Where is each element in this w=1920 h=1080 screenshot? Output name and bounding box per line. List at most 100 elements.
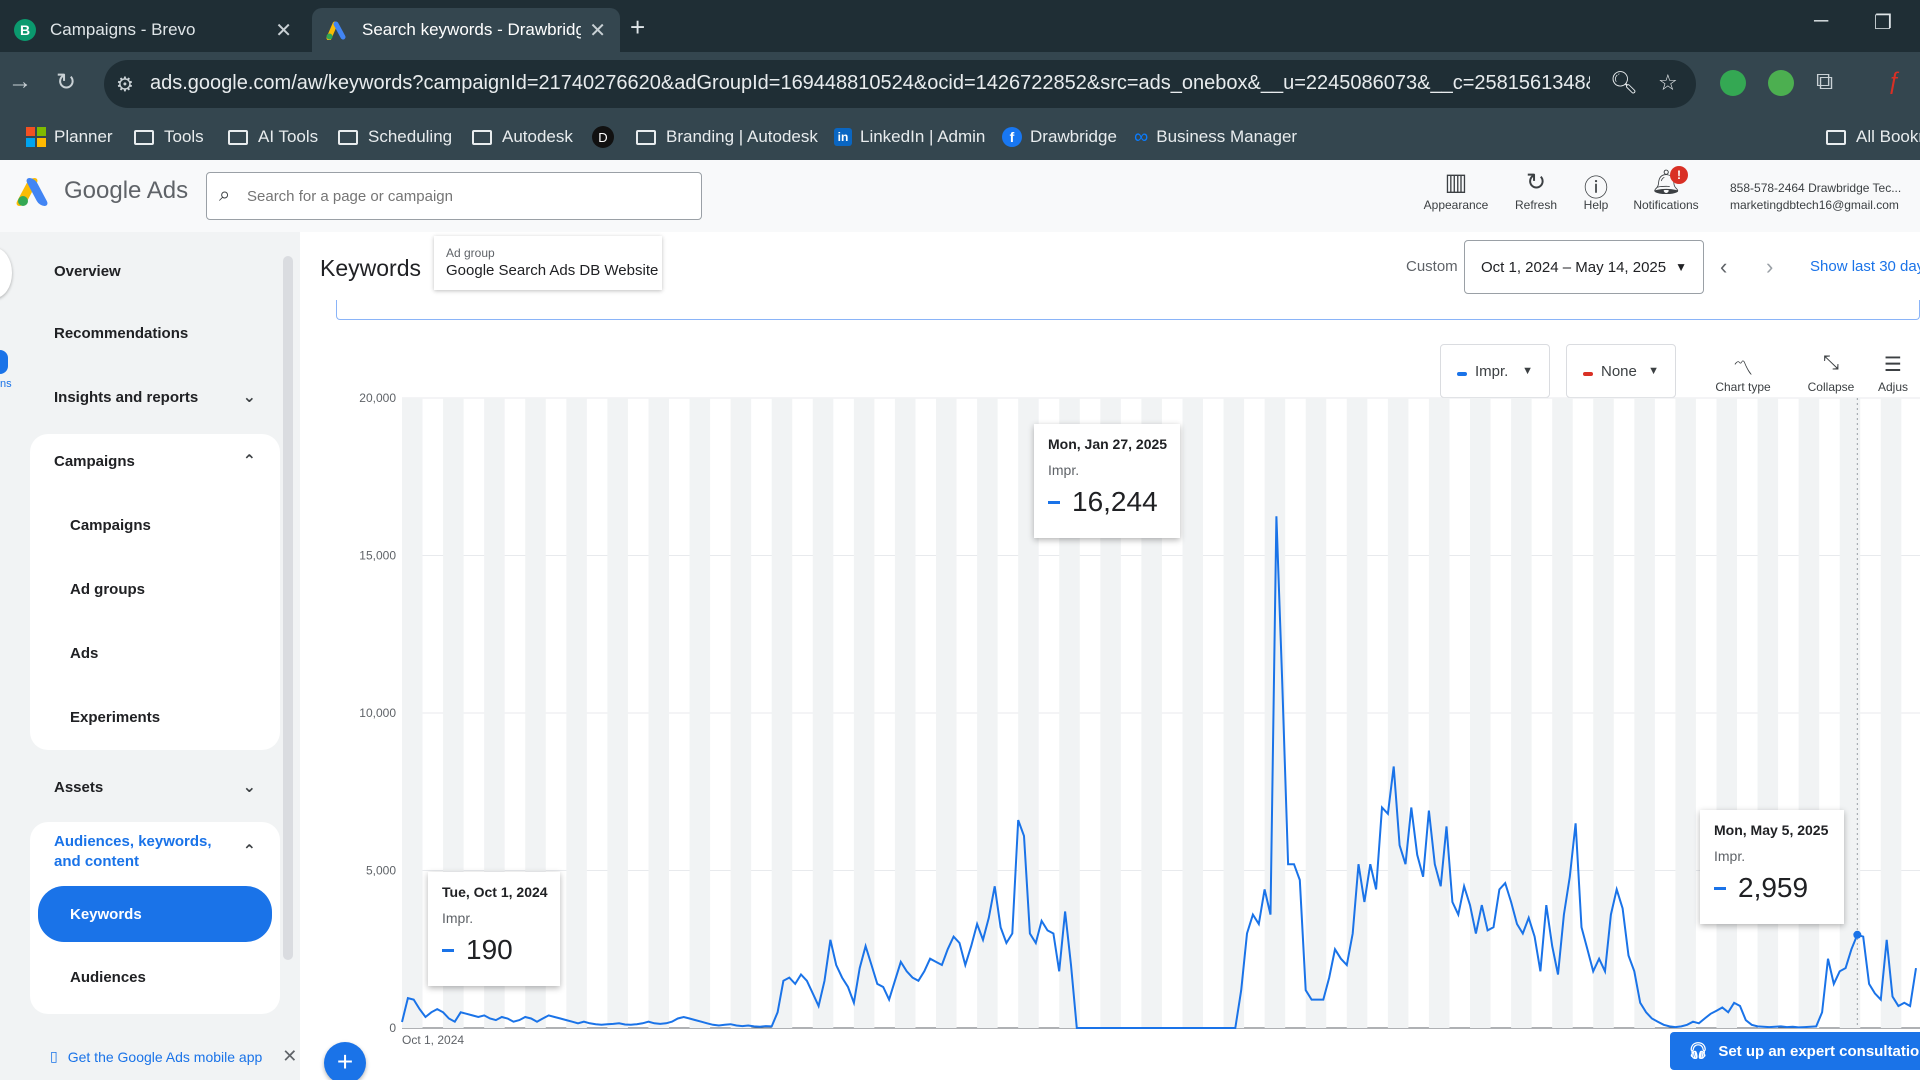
collapse-button[interactable]: ⤡ Collapse bbox=[1786, 352, 1876, 394]
rail-campaigns-icon[interactable] bbox=[0, 350, 8, 374]
account-info[interactable]: 858-578-2464 Drawbridge Tec... marketing… bbox=[1730, 180, 1901, 214]
meta-icon: ∞ bbox=[1134, 125, 1149, 148]
chevron-down-icon: ⌄ bbox=[242, 779, 256, 796]
restore-icon[interactable]: ❐ bbox=[1874, 12, 1892, 34]
tab-title: Campaigns - Brevo bbox=[50, 20, 196, 39]
sidebar-item-campaigns[interactable]: Campaigns bbox=[70, 516, 151, 534]
search-icon: ⌕ bbox=[219, 184, 231, 206]
bell-icon: 🔔︎ bbox=[1650, 169, 1682, 196]
minimize-icon[interactable]: ─ bbox=[1814, 10, 1829, 32]
adgroup-selector[interactable]: Ad group Google Search Ads DB Website bbox=[434, 236, 662, 290]
folder-icon bbox=[228, 129, 248, 145]
sidebar-item-audiences-keywords-content[interactable]: Audiences, keywords, and content ⌃ bbox=[54, 833, 256, 870]
collapse-icon: ⤡ bbox=[1823, 352, 1839, 374]
help-button[interactable]: ⓘ Help bbox=[1556, 168, 1636, 212]
chevron-down-icon: ⌄ bbox=[242, 389, 256, 406]
folder-icon bbox=[472, 129, 492, 145]
create-fab-button[interactable]: + bbox=[324, 1042, 366, 1080]
new-tab-icon[interactable]: + bbox=[630, 12, 646, 42]
global-search[interactable]: ⌕ bbox=[206, 172, 702, 220]
chart-tooltip-may-5: Mon, May 5, 2025 Impr. 2,959 bbox=[1700, 810, 1844, 924]
bookmark-d-icon[interactable]: D bbox=[592, 122, 622, 152]
sidebar-item-insights[interactable]: Insights and reports ⌄ bbox=[54, 388, 256, 407]
series-dash-icon bbox=[1714, 886, 1726, 890]
browser-tab-google-ads[interactable]: Search keywords - Drawbridge ✕ bbox=[312, 8, 620, 52]
metric-selector-1[interactable]: Impr. ▼ bbox=[1440, 344, 1550, 398]
tab-title: Search keywords - Drawbridge bbox=[362, 20, 582, 39]
next-period-icon[interactable]: › bbox=[1766, 254, 1774, 279]
forward-icon[interactable]: → bbox=[8, 68, 32, 95]
sidebar-item-ads[interactable]: Ads bbox=[70, 644, 99, 662]
chart-card-edge bbox=[336, 300, 1920, 320]
brevo-favicon-icon: B bbox=[14, 19, 36, 41]
headset-icon: 🎧︎ bbox=[1688, 1043, 1709, 1060]
metric-selector-2[interactable]: None ▼ bbox=[1566, 344, 1676, 398]
chart-tooltip-oct-1: Tue, Oct 1, 2024 Impr. 190 bbox=[428, 872, 560, 986]
search-input[interactable] bbox=[247, 185, 687, 207]
bookmark-ai-tools[interactable]: AI Tools bbox=[228, 122, 318, 152]
folder-icon bbox=[338, 129, 358, 145]
dropdown-arrow-icon: ▼ bbox=[1648, 365, 1659, 377]
date-range-picker[interactable]: Oct 1, 2024 – May 14, 2025 ▼ bbox=[1464, 240, 1704, 294]
account-email: marketingdbtech16@gmail.com bbox=[1730, 198, 1899, 212]
appearance-icon: ▥ bbox=[1444, 169, 1468, 196]
profile-icon[interactable]: ƒ bbox=[1888, 68, 1902, 95]
bookmark-linkedin-admin[interactable]: in LinkedIn | Admin bbox=[834, 122, 985, 152]
close-icon[interactable]: ✕ bbox=[275, 19, 292, 42]
sidebar-item-recommendations[interactable]: Recommendations bbox=[54, 324, 189, 342]
linkedin-icon: in bbox=[834, 128, 852, 146]
adgroup-label: Ad group bbox=[446, 246, 495, 260]
bookmark-branding-autodesk[interactable]: Branding | Autodesk bbox=[636, 122, 818, 152]
sidebar-item-assets[interactable]: Assets ⌄ bbox=[54, 778, 256, 797]
address-bar[interactable]: ⚙ ads.google.com/aw/keywords?campaignId=… bbox=[104, 60, 1696, 108]
bookmark-autodesk[interactable]: Autodesk bbox=[472, 122, 573, 152]
reload-icon[interactable]: ↻ bbox=[56, 69, 77, 96]
sidebar-item-ad-groups[interactable]: Ad groups bbox=[70, 580, 145, 598]
close-icon[interactable]: ✕ bbox=[282, 1046, 298, 1066]
account-name: 858-578-2464 Drawbridge Tec... bbox=[1730, 181, 1902, 195]
line-chart-icon: 〽 bbox=[1733, 358, 1753, 380]
bookmark-tools[interactable]: Tools bbox=[134, 122, 204, 152]
mobile-app-banner[interactable]: ▯ Get the Google Ads mobile app ✕ bbox=[50, 1046, 298, 1066]
google-ads-logo[interactable]: Google Ads bbox=[14, 176, 188, 206]
adgroup-value: Google Search Ads DB Website bbox=[446, 262, 659, 279]
metric-swatch bbox=[1457, 371, 1467, 376]
url-text[interactable]: ads.google.com/aw/keywords?campaignId=21… bbox=[150, 72, 1590, 94]
chart-type-button[interactable]: 〽 Chart type bbox=[1698, 352, 1788, 394]
sidebar-item-audiences[interactable]: Audiences bbox=[70, 968, 146, 986]
notification-badge: ! bbox=[1670, 166, 1688, 184]
bookmark-business-manager[interactable]: ∞ Business Manager bbox=[1134, 125, 1298, 148]
custom-label: Custom bbox=[1406, 258, 1458, 275]
previous-period-icon[interactable]: ‹ bbox=[1720, 254, 1728, 279]
bookmark-drawbridge[interactable]: f Drawbridge bbox=[1002, 122, 1117, 152]
sidebar-item-overview[interactable]: Overview bbox=[54, 262, 121, 280]
campaigns-section-card bbox=[30, 434, 280, 750]
browser-tab-brevo[interactable]: B Campaigns - Brevo ✕ bbox=[0, 8, 306, 52]
notifications-button[interactable]: 🔔︎ Notifications bbox=[1626, 168, 1706, 212]
zoom-icon[interactable]: 🔍︎ bbox=[1610, 70, 1638, 95]
shield-extension-icon[interactable] bbox=[1720, 70, 1746, 96]
folder-icon bbox=[1826, 129, 1846, 145]
sidebar-item-experiments[interactable]: Experiments bbox=[70, 708, 161, 726]
adjust-button[interactable]: ☰ Adjus bbox=[1866, 352, 1920, 394]
bookmark-scheduling[interactable]: Scheduling bbox=[338, 122, 452, 152]
appearance-button[interactable]: ▥ Appearance bbox=[1416, 168, 1496, 212]
sliders-icon: ☰ bbox=[1884, 354, 1902, 376]
sidebar-item-campaigns-section[interactable]: Campaigns ⌃ bbox=[54, 452, 256, 471]
sidebar-item-keywords[interactable]: Keywords bbox=[38, 886, 272, 942]
expert-consultation-button[interactable]: 🎧︎ Set up an expert consultation bbox=[1670, 1032, 1920, 1070]
series-dash-icon bbox=[442, 948, 454, 952]
extensions-puzzle-icon[interactable]: ⧉ bbox=[1816, 68, 1834, 95]
bookmark-star-icon[interactable]: ☆ bbox=[1658, 70, 1678, 95]
chevron-up-icon: ⌃ bbox=[242, 843, 256, 860]
site-settings-icon[interactable]: ⚙ bbox=[116, 74, 134, 96]
show-last-30-days-link[interactable]: Show last 30 day bbox=[1810, 258, 1920, 275]
sidebar-scrollbar[interactable] bbox=[283, 256, 293, 960]
bookmark-planner[interactable]: Planner bbox=[26, 122, 113, 152]
grammarly-extension-icon[interactable] bbox=[1768, 70, 1794, 96]
close-icon[interactable]: ✕ bbox=[589, 19, 606, 42]
date-range-value: Oct 1, 2024 – May 14, 2025 bbox=[1481, 258, 1667, 276]
rail-create-button[interactable] bbox=[0, 248, 12, 298]
refresh-button[interactable]: ↻ Refresh bbox=[1496, 168, 1576, 212]
bookmark-all-bookmarks[interactable]: All Bookm bbox=[1826, 122, 1920, 152]
